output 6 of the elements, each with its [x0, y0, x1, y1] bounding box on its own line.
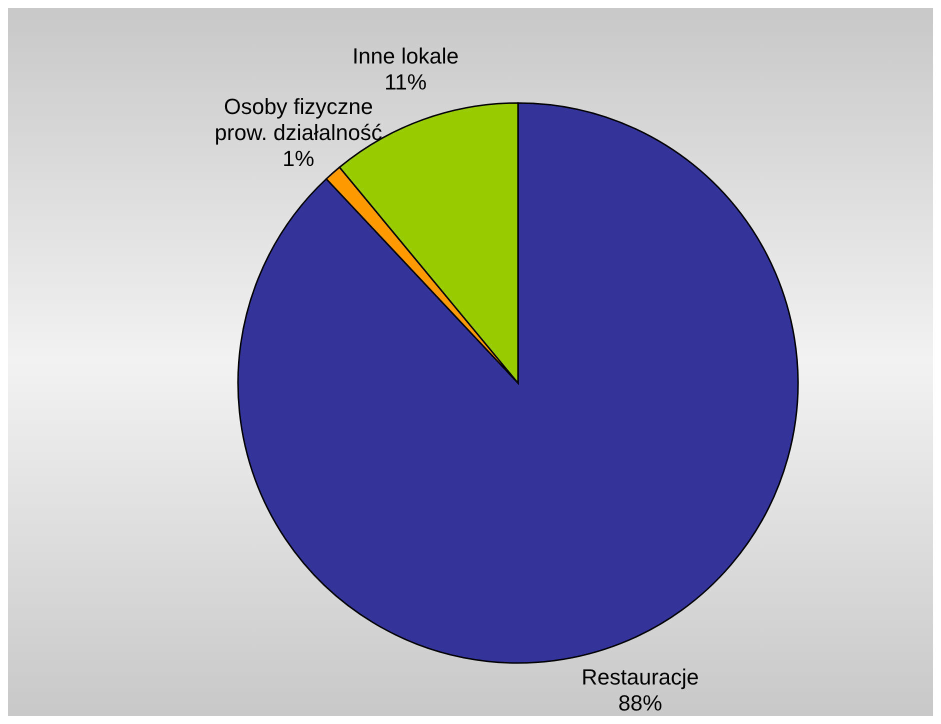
data-label: 1%	[282, 146, 314, 171]
data-label: 88%	[618, 690, 662, 716]
slice-label: Osoby fizyczne prow. działalność	[214, 94, 382, 145]
data-label: 11%	[384, 69, 427, 94]
slice-label: Restauracje	[582, 664, 699, 690]
slice-label: Inne lokale	[352, 43, 459, 68]
